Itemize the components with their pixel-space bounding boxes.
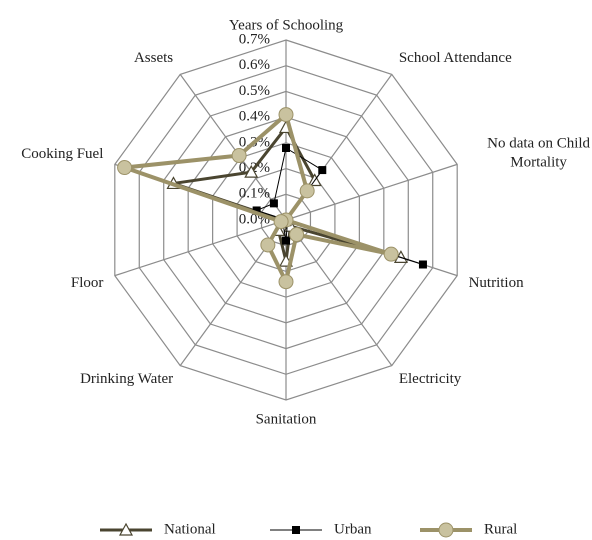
- marker: [278, 274, 294, 290]
- category-label: Floor: [71, 275, 104, 291]
- r-tick-label: 0.4%: [239, 109, 270, 125]
- spoke: [285, 219, 393, 366]
- marker: [273, 214, 289, 230]
- marker: [383, 246, 399, 262]
- category-label-line: Mortality: [510, 155, 567, 171]
- marker: [289, 227, 305, 243]
- spoke: [285, 163, 458, 221]
- category-label: Years of Schooling: [229, 17, 344, 33]
- legend-label: National: [164, 521, 216, 537]
- marker: [292, 526, 300, 534]
- marker: [418, 260, 427, 269]
- marker: [299, 183, 315, 199]
- marker: [252, 206, 261, 215]
- marker: [278, 107, 294, 123]
- r-tick-label: 0.5%: [239, 83, 270, 99]
- legend-label: Urban: [334, 521, 372, 537]
- marker: [282, 144, 290, 152]
- category-label-line: No data on Child: [487, 136, 590, 152]
- category-label: Cooking Fuel: [21, 146, 103, 162]
- r-tick-label: 0.6%: [239, 57, 270, 73]
- marker: [282, 236, 290, 245]
- marker: [438, 522, 454, 538]
- r-tick-label: 0.7%: [239, 31, 270, 47]
- category-label: Assets: [134, 50, 173, 66]
- spoke: [114, 219, 287, 277]
- category-label: Electricity: [399, 371, 462, 387]
- category-label: Nutrition: [469, 275, 524, 291]
- spoke: [179, 74, 287, 221]
- marker: [118, 522, 134, 536]
- marker: [318, 166, 327, 175]
- category-label: Drinking Water: [80, 371, 173, 387]
- category-label: School Attendance: [399, 50, 512, 66]
- marker: [269, 199, 278, 208]
- legend-label: Rural: [484, 521, 517, 537]
- category-label: No data on Child Mortality: [487, 136, 590, 171]
- marker: [260, 237, 276, 253]
- marker: [117, 160, 133, 176]
- category-label: Sanitation: [256, 411, 317, 427]
- marker: [244, 164, 259, 178]
- r-tick-label: 0.1%: [239, 186, 270, 202]
- marker: [231, 148, 247, 164]
